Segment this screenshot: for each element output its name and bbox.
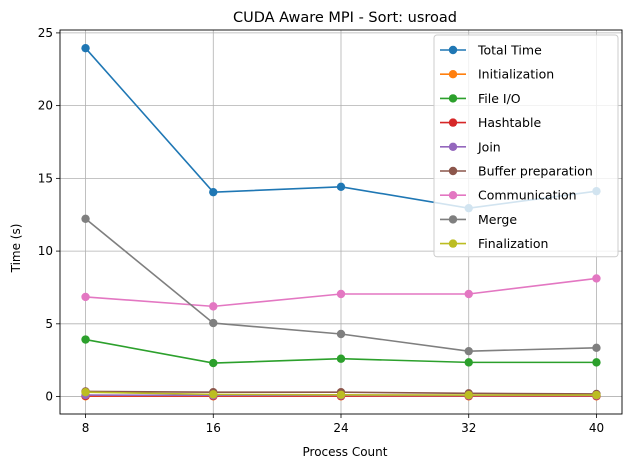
data-point-file-i-o [592, 358, 601, 367]
legend-item-buffer-preparation: Buffer preparation [440, 164, 593, 179]
data-point-finalization [592, 390, 601, 400]
y-tick-label: 5 [45, 317, 53, 331]
legend-item-communication: Communication [440, 188, 577, 203]
legend-label: Total Time [477, 43, 542, 58]
legend-label: File I/O [478, 91, 521, 106]
series-layer [81, 43, 601, 401]
y-axis-ticks: 0 5 10 15 20 25 [38, 26, 60, 404]
legend-label: Merge [478, 212, 517, 227]
legend-label: Buffer preparation [478, 164, 593, 179]
y-axis-label: Time (s) [9, 224, 23, 274]
legend-label: Communication [478, 188, 577, 203]
data-point-total-time [336, 182, 346, 191]
legend-item-merge: Merge [440, 212, 517, 227]
data-point-finalization [209, 390, 218, 399]
data-point-merge [336, 329, 346, 339]
y-tick-label: 20 [38, 99, 53, 113]
x-tick-label: 32 [461, 421, 476, 435]
data-point-file-i-o [81, 335, 90, 344]
data-point-finalization [336, 390, 346, 399]
legend-swatch-marker [448, 142, 458, 151]
data-point-communication [592, 274, 601, 283]
series-finalization [81, 387, 601, 400]
y-tick-label: 0 [45, 390, 53, 404]
legend-label: Initialization [478, 67, 554, 82]
legend-label: Hashtable [478, 115, 541, 130]
legend-label: Finalization [478, 236, 548, 251]
legend-item-total-time: Total Time [440, 43, 542, 58]
x-tick-label: 24 [333, 421, 348, 435]
legend-box [433, 34, 619, 258]
data-point-merge [592, 343, 601, 353]
x-axis-label: Process Count [303, 445, 388, 459]
legend-swatch-marker [448, 239, 458, 248]
legend-swatch-marker [448, 166, 458, 176]
data-point-file-i-o [209, 358, 218, 368]
x-tick-label: 40 [589, 421, 604, 435]
legend-item-hashtable: Hashtable [440, 115, 541, 130]
series-merge [81, 214, 601, 356]
chart-title: CUDA Aware MPI - Sort: usroad [233, 10, 457, 26]
data-point-finalization [464, 390, 473, 400]
series-file-i-o [81, 335, 601, 368]
y-tick-label: 25 [38, 26, 53, 40]
data-point-merge [464, 346, 473, 356]
data-point-total-time [209, 187, 218, 197]
data-point-communication [336, 289, 346, 299]
legend: Total Time Initialization File I/O Hashtabl… [433, 34, 619, 258]
x-tick-label: 16 [206, 421, 221, 435]
legend-swatch-marker [448, 191, 458, 200]
data-point-finalization [81, 387, 90, 397]
legend-swatch-marker [448, 94, 458, 103]
legend-label: Join [477, 139, 501, 154]
data-point-merge [209, 318, 218, 328]
data-point-communication [81, 292, 90, 302]
data-point-communication [209, 302, 218, 311]
data-point-file-i-o [464, 358, 473, 367]
data-point-communication [464, 289, 473, 299]
legend-item-file-i-o: File I/O [440, 91, 521, 106]
data-point-total-time [81, 43, 90, 53]
legend-swatch-marker [448, 215, 458, 224]
legend-item-finalization: Finalization [440, 236, 548, 251]
x-tick-label: 8 [82, 421, 90, 435]
legend-item-join: Join [440, 139, 501, 154]
legend-swatch-marker [448, 45, 458, 55]
data-point-merge [81, 214, 90, 223]
x-axis-ticks: 8 16 24 32 40 [82, 414, 604, 435]
legend-swatch-marker [448, 70, 458, 79]
data-point-file-i-o [336, 354, 346, 363]
legend-swatch-marker [448, 118, 458, 127]
series-communication [81, 274, 601, 311]
legend-item-initialization: Initialization [440, 67, 554, 82]
y-tick-label: 15 [38, 171, 53, 185]
y-tick-label: 10 [38, 244, 53, 258]
